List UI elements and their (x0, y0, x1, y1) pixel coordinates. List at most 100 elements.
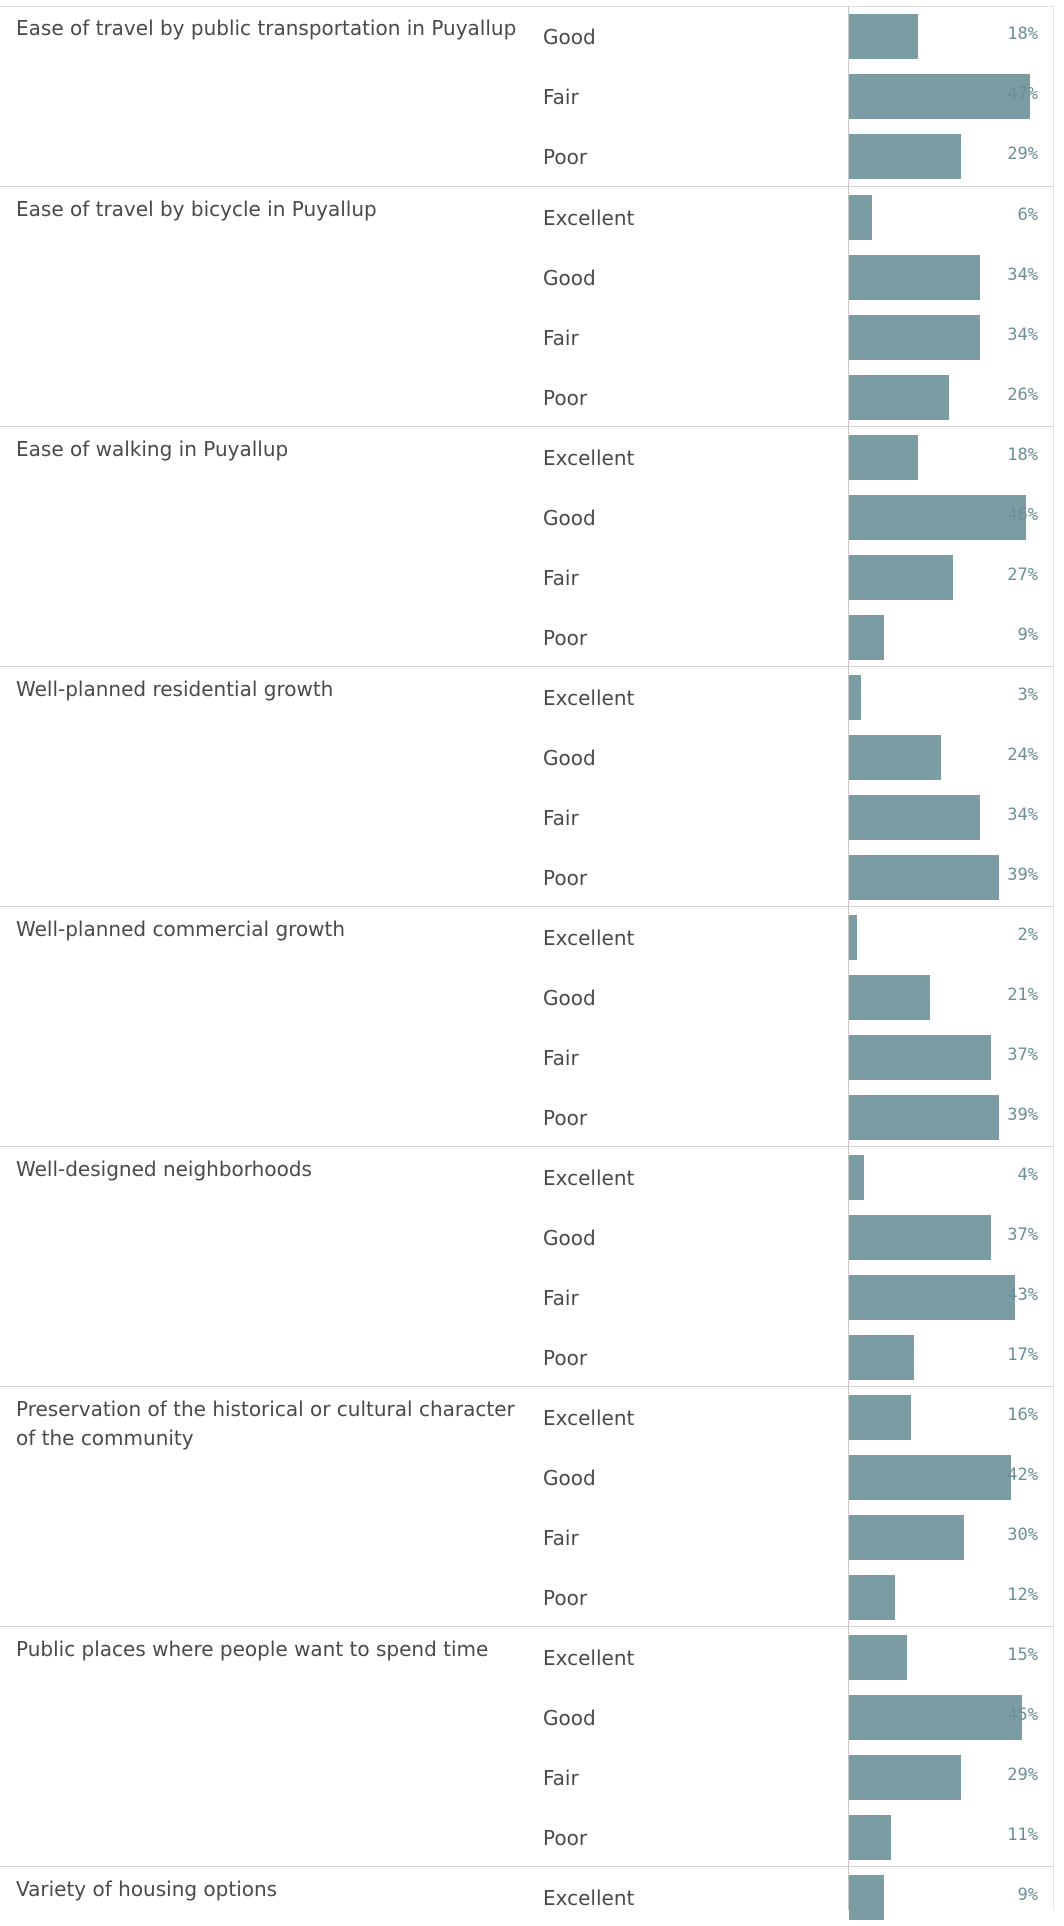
question-block: Ease of travel by public transportation … (0, 6, 1054, 186)
value-label: 21% (1007, 985, 1038, 1005)
response-label: Excellent (543, 206, 635, 230)
bar (849, 14, 918, 59)
question-block: Ease of travel by bicycle in Puyallup Exc… (0, 186, 1054, 426)
bar (849, 1095, 999, 1140)
value-label: 37% (1007, 1225, 1038, 1245)
question-block: Public places where people want to spend… (0, 1626, 1054, 1866)
question-label: Ease of travel by bicycle in Puyallup (16, 197, 377, 221)
response-label: Poor (543, 386, 588, 410)
response-label: Good (543, 986, 596, 1010)
value-label: 29% (1007, 1765, 1038, 1785)
bar (849, 195, 872, 240)
value-label: 3% (1017, 685, 1038, 705)
response-label: Fair (543, 1526, 579, 1550)
value-label: 47% (1007, 84, 1038, 104)
response-label: Poor (543, 145, 588, 169)
bar (849, 1035, 991, 1080)
value-label: 29% (1007, 144, 1038, 164)
bar (849, 315, 980, 360)
bar (849, 975, 930, 1020)
response-label: Poor (543, 626, 588, 650)
value-label: 46% (1007, 505, 1038, 525)
response-label: Fair (543, 326, 579, 350)
question-block: Variety of housing options Excellent 9% (0, 1866, 1054, 1926)
bar (849, 495, 1026, 540)
question-label: Variety of housing options (16, 1877, 278, 1901)
bar (849, 1575, 895, 1620)
bar (849, 134, 961, 179)
bar (849, 1695, 1022, 1740)
value-label: 30% (1007, 1525, 1038, 1545)
value-label: 34% (1007, 805, 1038, 825)
value-label: 27% (1007, 565, 1038, 585)
bar (849, 375, 949, 420)
bar (849, 74, 1030, 119)
bar (849, 435, 918, 480)
response-label: Fair (543, 1286, 579, 1310)
response-label: Excellent (543, 686, 635, 710)
value-label: 45% (1007, 1705, 1038, 1725)
bar (849, 1155, 864, 1200)
response-label: Good (543, 266, 596, 290)
bar (849, 1395, 911, 1440)
value-label: 12% (1007, 1585, 1038, 1605)
value-label: 18% (1007, 445, 1038, 465)
question-block: Ease of walking in Puyallup Excellent 18% G… (0, 426, 1054, 666)
value-label: 26% (1007, 385, 1038, 405)
question-block: Preservation of the historical or cultur… (0, 1386, 1054, 1626)
response-label: Good (543, 1466, 596, 1490)
bar (849, 1335, 914, 1380)
response-label: Excellent (543, 1646, 635, 1670)
bar (849, 255, 980, 300)
bar (849, 1275, 1015, 1320)
response-label: Poor (543, 1586, 588, 1610)
response-label: Excellent (543, 926, 635, 950)
value-label: 42% (1007, 1465, 1038, 1485)
response-label: Poor (543, 1106, 588, 1130)
bar (849, 795, 980, 840)
value-label: 34% (1007, 265, 1038, 285)
response-label: Good (543, 1226, 596, 1250)
top-border (0, 6, 1054, 7)
bar (849, 615, 884, 660)
value-label: 18% (1007, 24, 1038, 44)
value-label: 37% (1007, 1045, 1038, 1065)
bar-axis-line (848, 6, 849, 1910)
bar (849, 915, 857, 960)
question-label: Well-planned commercial growth (16, 917, 346, 941)
question-label: Well-designed neighborhoods (16, 1157, 312, 1181)
value-label: 2% (1017, 925, 1038, 945)
value-label: 9% (1017, 625, 1038, 645)
response-label: Good (543, 1706, 596, 1730)
question-label: Ease of travel by public transportation … (16, 16, 517, 40)
value-label: 39% (1007, 865, 1038, 885)
response-label: Good (543, 25, 596, 49)
bar (849, 1215, 991, 1260)
question-block: Well-planned commercial growth Excellent 2… (0, 906, 1054, 1146)
bar (849, 1515, 964, 1560)
bar (849, 555, 953, 600)
bar (849, 735, 941, 780)
value-label: 17% (1007, 1345, 1038, 1365)
response-label: Poor (543, 866, 588, 890)
bar (849, 1455, 1011, 1500)
bar (849, 1815, 891, 1860)
response-label: Good (543, 506, 596, 530)
response-label: Fair (543, 566, 579, 590)
value-label: 9% (1017, 1885, 1038, 1905)
bar (849, 1755, 961, 1800)
value-label: 24% (1007, 745, 1038, 765)
value-label: 4% (1017, 1165, 1038, 1185)
response-label: Good (543, 746, 596, 770)
response-label: Fair (543, 1046, 579, 1070)
question-block: Well-designed neighborhoods Excellent 4% Go… (0, 1146, 1054, 1386)
value-label: 11% (1007, 1825, 1038, 1845)
value-label: 43% (1007, 1285, 1038, 1305)
value-label: 16% (1007, 1405, 1038, 1425)
response-label: Fair (543, 806, 579, 830)
question-label: Public places where people want to spend… (16, 1637, 489, 1661)
response-label: Excellent (543, 446, 635, 470)
question-label: Preservation of the historical or cultur… (16, 1397, 515, 1450)
right-border (1053, 6, 1054, 1910)
